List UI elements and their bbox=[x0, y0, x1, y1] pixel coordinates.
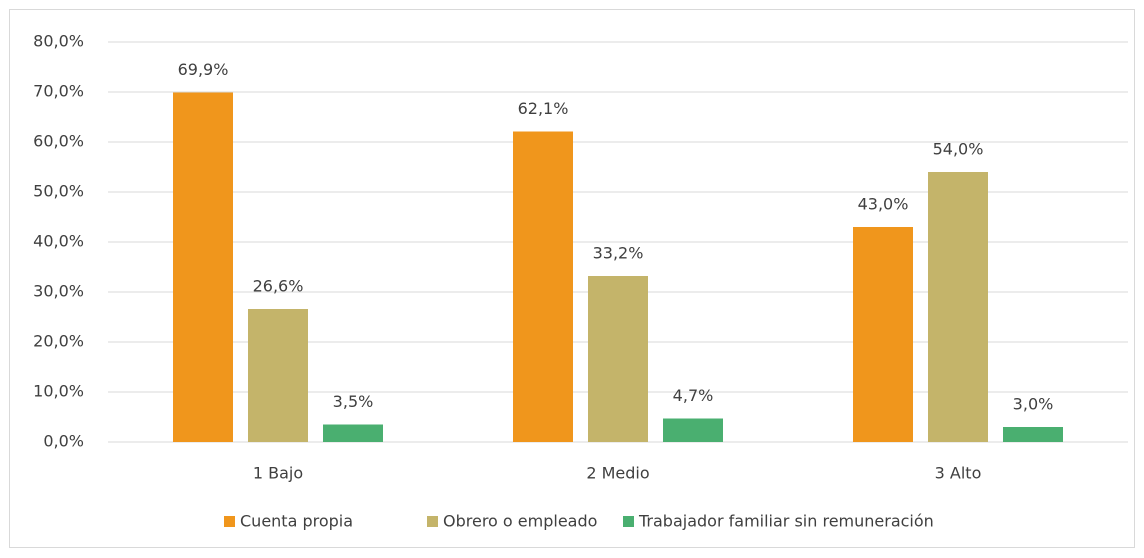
bar bbox=[1003, 427, 1063, 442]
value-label: 3,5% bbox=[333, 392, 374, 411]
value-label: 4,7% bbox=[673, 386, 714, 405]
bar bbox=[588, 276, 648, 442]
value-label: 33,2% bbox=[593, 244, 644, 263]
y-tick-label: 20,0% bbox=[33, 332, 84, 351]
value-label: 62,1% bbox=[518, 99, 569, 118]
value-label: 69,9% bbox=[178, 60, 229, 79]
bar bbox=[513, 131, 573, 442]
legend-swatch bbox=[224, 516, 235, 527]
bar bbox=[323, 424, 383, 442]
legend-swatch bbox=[623, 516, 634, 527]
y-tick-label: 40,0% bbox=[33, 232, 84, 251]
y-tick-label: 60,0% bbox=[33, 132, 84, 151]
value-label: 26,6% bbox=[253, 277, 304, 296]
y-tick-label: 50,0% bbox=[33, 182, 84, 201]
legend-label: Trabajador familiar sin remuneración bbox=[638, 512, 934, 531]
value-label: 54,0% bbox=[933, 140, 984, 159]
bar bbox=[928, 172, 988, 442]
bar bbox=[173, 92, 233, 442]
y-tick-label: 10,0% bbox=[33, 382, 84, 401]
bar bbox=[663, 418, 723, 442]
value-label: 3,0% bbox=[1013, 395, 1054, 414]
x-tick-label: 3 Alto bbox=[935, 464, 982, 483]
legend-swatch bbox=[427, 516, 438, 527]
y-tick-label: 0,0% bbox=[43, 432, 84, 451]
y-tick-label: 30,0% bbox=[33, 282, 84, 301]
legend-label: Cuenta propia bbox=[240, 512, 353, 531]
x-tick-label: 1 Bajo bbox=[253, 464, 303, 483]
legend-label: Obrero o empleado bbox=[443, 512, 597, 531]
y-tick-label: 70,0% bbox=[33, 82, 84, 101]
value-label: 43,0% bbox=[858, 195, 909, 214]
x-tick-label: 2 Medio bbox=[586, 464, 649, 483]
bar bbox=[248, 309, 308, 442]
y-tick-label: 80,0% bbox=[33, 32, 84, 51]
bar bbox=[853, 227, 913, 442]
